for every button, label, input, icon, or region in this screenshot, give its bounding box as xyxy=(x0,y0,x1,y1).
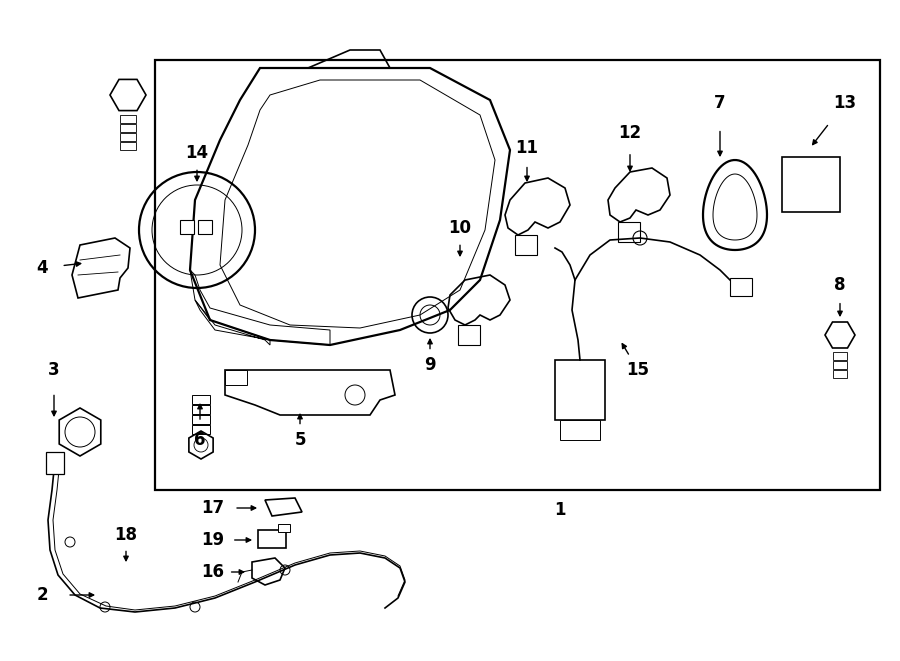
FancyBboxPatch shape xyxy=(458,325,480,345)
Text: 13: 13 xyxy=(833,94,857,112)
FancyBboxPatch shape xyxy=(46,452,64,474)
Text: 7: 7 xyxy=(715,94,725,112)
FancyBboxPatch shape xyxy=(225,370,247,385)
FancyBboxPatch shape xyxy=(120,142,136,150)
Text: 19: 19 xyxy=(202,531,225,549)
FancyBboxPatch shape xyxy=(120,133,136,141)
FancyBboxPatch shape xyxy=(120,115,136,123)
FancyBboxPatch shape xyxy=(192,415,210,424)
Text: 12: 12 xyxy=(618,124,642,142)
FancyBboxPatch shape xyxy=(192,395,210,404)
FancyBboxPatch shape xyxy=(198,220,212,234)
FancyBboxPatch shape xyxy=(258,530,286,548)
FancyBboxPatch shape xyxy=(278,524,290,532)
FancyBboxPatch shape xyxy=(515,235,537,255)
FancyBboxPatch shape xyxy=(833,361,847,369)
Text: 15: 15 xyxy=(626,361,650,379)
Text: 5: 5 xyxy=(294,431,306,449)
Text: 18: 18 xyxy=(114,526,138,544)
FancyBboxPatch shape xyxy=(192,405,210,414)
FancyBboxPatch shape xyxy=(555,360,605,420)
FancyBboxPatch shape xyxy=(180,220,194,234)
Text: 14: 14 xyxy=(185,144,209,162)
Text: 16: 16 xyxy=(202,563,224,581)
Text: 2: 2 xyxy=(36,586,48,604)
Text: 6: 6 xyxy=(194,431,206,449)
FancyBboxPatch shape xyxy=(730,278,752,296)
Text: 17: 17 xyxy=(202,499,225,517)
FancyBboxPatch shape xyxy=(833,370,847,378)
Text: 9: 9 xyxy=(424,356,436,374)
FancyBboxPatch shape xyxy=(782,157,840,212)
FancyBboxPatch shape xyxy=(192,425,210,434)
Text: 8: 8 xyxy=(834,276,846,294)
Text: 4: 4 xyxy=(36,259,48,277)
Text: 10: 10 xyxy=(448,219,472,237)
Text: 11: 11 xyxy=(516,139,538,157)
FancyBboxPatch shape xyxy=(833,352,847,360)
FancyBboxPatch shape xyxy=(155,60,880,490)
FancyBboxPatch shape xyxy=(560,420,600,440)
FancyBboxPatch shape xyxy=(120,124,136,132)
FancyBboxPatch shape xyxy=(618,222,640,242)
Text: 1: 1 xyxy=(554,501,566,519)
Text: 3: 3 xyxy=(49,361,59,379)
